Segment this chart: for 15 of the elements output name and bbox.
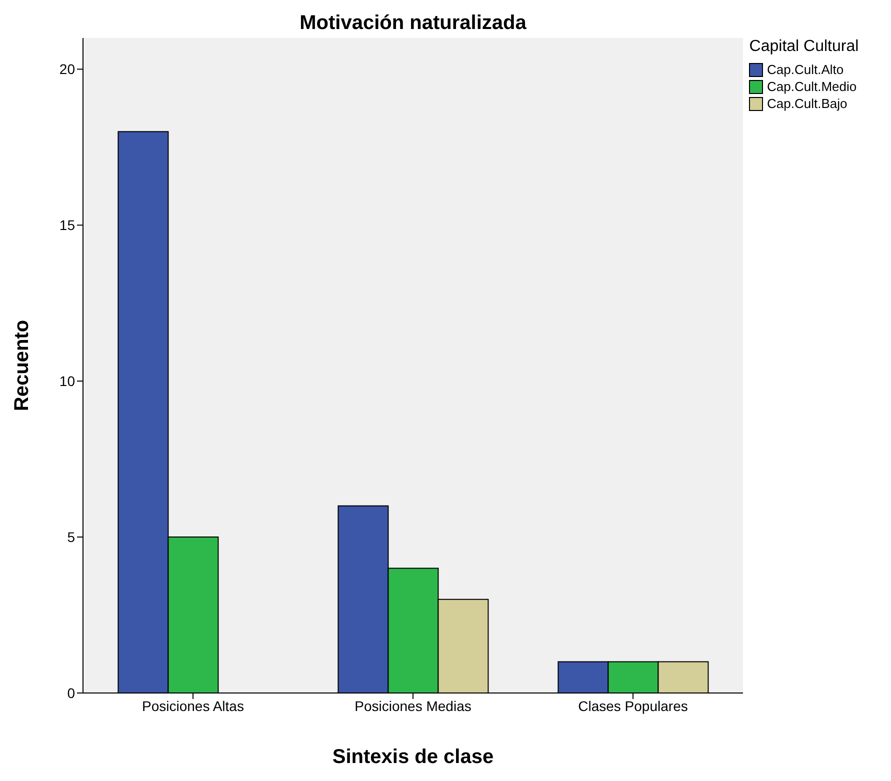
x-tick-label: Posiciones Altas — [142, 698, 244, 714]
x-tick-label: Posiciones Medias — [354, 698, 472, 714]
legend-title: Capital Cultural — [749, 38, 859, 56]
y-axis-title: Recuento — [11, 320, 34, 412]
y-tick-label: 10 — [59, 373, 76, 390]
legend-label: Cap.Cult.Alto — [766, 62, 845, 77]
y-tick-label: 15 — [59, 217, 76, 234]
legend-label: Cap.Cult.Medio — [766, 79, 858, 94]
x-axis-title: Sintexis de clase — [332, 746, 494, 768]
y-tick-label: 0 — [67, 684, 76, 701]
chart-title: Motivación naturalizada — [298, 12, 528, 35]
y-tick-label: 5 — [67, 529, 76, 546]
legend-label: Cap.Cult.Bajo — [766, 96, 848, 111]
y-tick-label: 20 — [59, 61, 76, 78]
x-tick-label: Clases Populares — [578, 698, 688, 714]
